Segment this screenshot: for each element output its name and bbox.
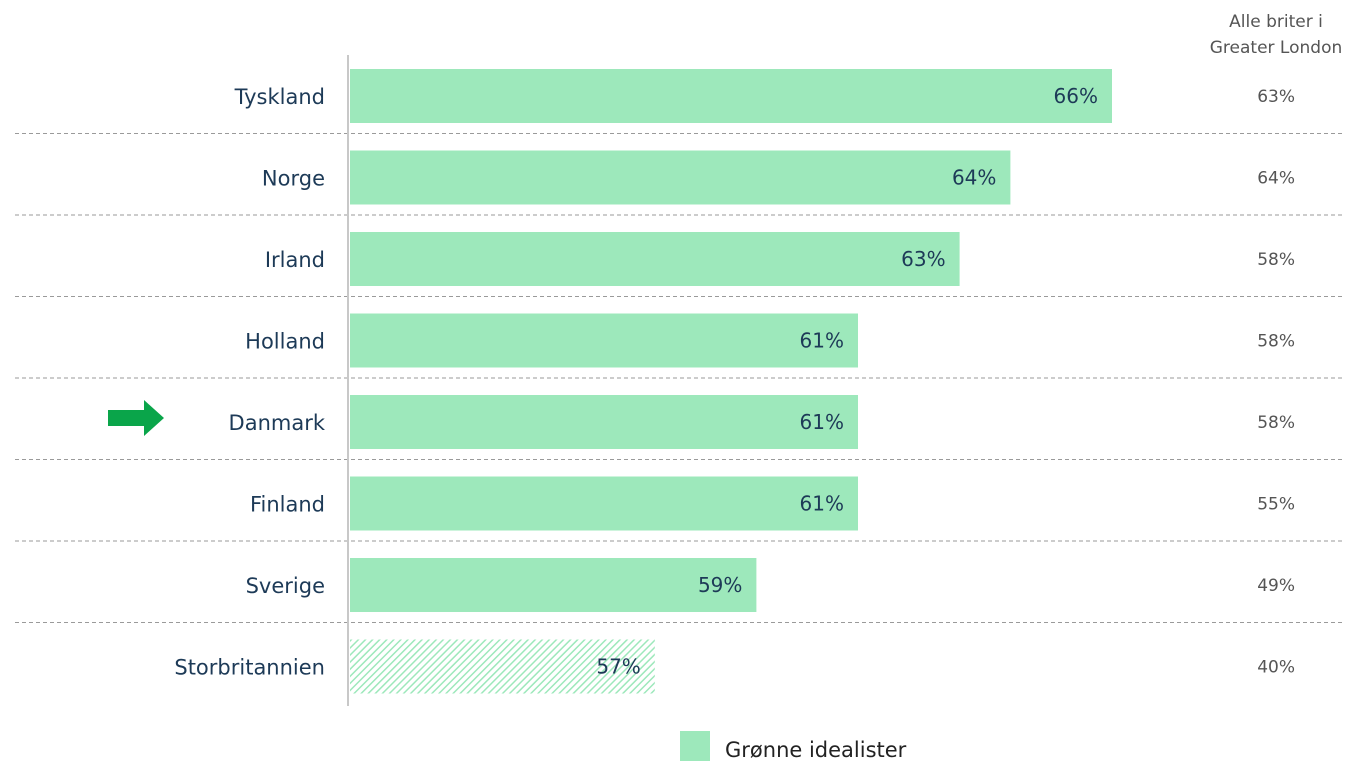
row-separators [15, 133, 1345, 623]
secondary-column-header-line-2: Greater London [1210, 38, 1343, 58]
bar-irland [350, 232, 960, 286]
category-label: Danmark [229, 411, 326, 435]
bar-value-label: 61% [800, 492, 844, 516]
bar-holland [350, 313, 858, 368]
category-label: Sverige [246, 574, 325, 598]
bar-norge [350, 150, 1011, 205]
secondary-value-label: 40% [1257, 658, 1295, 678]
bar-value-label: 64% [952, 166, 996, 190]
bar-value-label: 63% [901, 247, 945, 271]
legend-label: Grønne idealister [725, 738, 907, 761]
category-label: Storbritannien [174, 656, 325, 680]
category-labels: Tyskland Norge Irland Holland Danmark Finland… [174, 85, 325, 680]
legend: Grønne idealister [680, 731, 907, 761]
highlight-arrow-icon [108, 400, 164, 436]
bar-value-label: 61% [800, 329, 844, 353]
bar-value-label: 57% [596, 655, 640, 679]
category-label: Norge [262, 167, 325, 191]
secondary-column: Alle briter i Greater London 63% 64% 58% 58… [1210, 12, 1343, 678]
bar-value-label: 61% [800, 410, 844, 434]
bar-storbritannien [350, 639, 655, 694]
secondary-value-label: 49% [1257, 576, 1295, 596]
secondary-value-label: 58% [1257, 332, 1295, 352]
bar-value-label: 66% [1054, 84, 1098, 108]
secondary-column-header-line-1: Alle briter i [1229, 12, 1323, 32]
secondary-value-label: 58% [1257, 413, 1295, 433]
category-label: Holland [245, 330, 325, 354]
legend-swatch [680, 731, 710, 761]
bars: 66% 64% 63% 61% 61% 61% 59% 57% [350, 69, 1112, 694]
secondary-value-label: 55% [1257, 495, 1295, 515]
category-label: Tyskland [234, 85, 325, 109]
bar-sverige [350, 558, 757, 612]
bar-value-label: 59% [698, 573, 742, 597]
category-label: Irland [265, 248, 325, 272]
secondary-value-label: 64% [1257, 169, 1295, 189]
secondary-value-label: 58% [1257, 250, 1295, 270]
category-label: Finland [250, 493, 325, 517]
bar-tyskland [350, 69, 1112, 123]
secondary-value-label: 63% [1257, 87, 1295, 107]
bar-finland [350, 476, 858, 531]
bar-danmark [350, 395, 858, 449]
